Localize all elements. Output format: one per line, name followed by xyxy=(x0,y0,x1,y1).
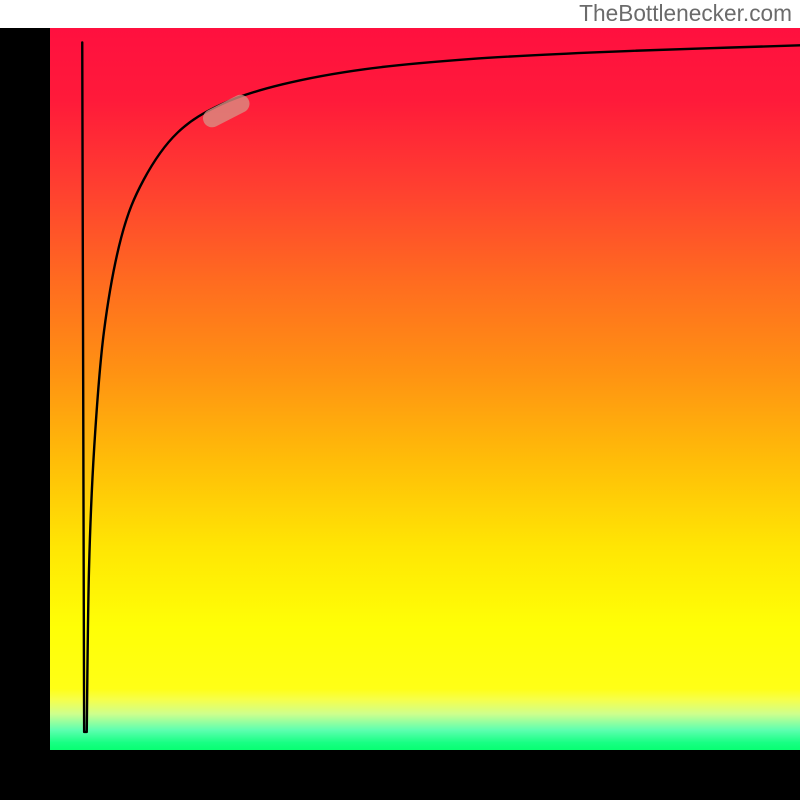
plot-area xyxy=(50,28,800,750)
bottom-black-band xyxy=(0,750,800,800)
chart-svg xyxy=(50,28,800,750)
watermark-text: TheBottlenecker.com xyxy=(579,0,792,27)
chart-frame: TheBottlenecker.com xyxy=(0,0,800,800)
gradient-background xyxy=(50,28,800,750)
